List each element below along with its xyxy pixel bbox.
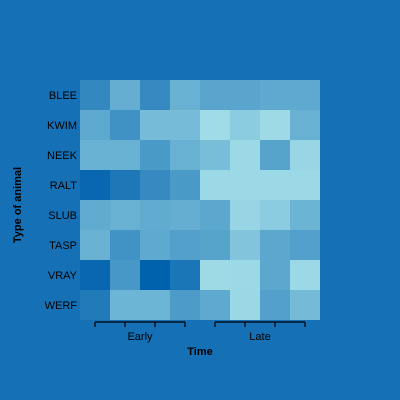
- heatmap-cell-neek-6: [230, 140, 260, 170]
- heatmap-cell-neek-5: [200, 140, 230, 170]
- heatmap-cell-blee-3: [140, 80, 170, 110]
- heatmap-cell-ralt-6: [230, 170, 260, 200]
- heatmap-cell-kwim-5: [200, 110, 230, 140]
- row-label-neek: NEEK: [47, 150, 78, 162]
- heatmap-cell-neek-4: [170, 140, 200, 170]
- heatmap-cell-tasp-2: [110, 230, 140, 260]
- heatmap-cell-blee-6: [230, 80, 260, 110]
- heatmap-cell-blee-7: [260, 80, 290, 110]
- heatmap-cell-vray-3: [140, 260, 170, 290]
- heatmap-cell-ralt-3: [140, 170, 170, 200]
- heatmap-cell-tasp-8: [290, 230, 320, 260]
- heatmap-cells: [80, 80, 320, 320]
- heatmap-cell-werf-1: [80, 290, 110, 320]
- heatmap-cell-tasp-3: [140, 230, 170, 260]
- heatmap-cell-kwim-4: [170, 110, 200, 140]
- heatmap-cell-neek-1: [80, 140, 110, 170]
- heatmap-cell-kwim-8: [290, 110, 320, 140]
- heatmap-cell-ralt-1: [80, 170, 110, 200]
- row-label-tasp: TASP: [49, 240, 77, 252]
- heatmap-cell-ralt-8: [290, 170, 320, 200]
- x-group-bracket-late: [214, 321, 306, 327]
- row-label-vray: VRAY: [48, 270, 78, 282]
- heatmap-cell-kwim-3: [140, 110, 170, 140]
- heatmap-cell-blee-5: [200, 80, 230, 110]
- heatmap-cell-vray-6: [230, 260, 260, 290]
- x-axis-label: Time: [187, 346, 212, 358]
- heatmap-cell-neek-3: [140, 140, 170, 170]
- heatmap-cell-tasp-5: [200, 230, 230, 260]
- heatmap-cell-slub-2: [110, 200, 140, 230]
- x-group-label-late: Late: [249, 331, 270, 343]
- heatmap-cell-slub-1: [80, 200, 110, 230]
- heatmap-cell-slub-7: [260, 200, 290, 230]
- x-group-bracket-early: [94, 321, 186, 327]
- heatmap-cell-tasp-7: [260, 230, 290, 260]
- heatmap-cell-vray-1: [80, 260, 110, 290]
- heatmap-cell-vray-2: [110, 260, 140, 290]
- heatmap-cell-vray-4: [170, 260, 200, 290]
- x-group-label-early: Early: [127, 331, 153, 343]
- heatmap-cell-slub-5: [200, 200, 230, 230]
- heatmap-cell-blee-4: [170, 80, 200, 110]
- heatmap-cell-tasp-4: [170, 230, 200, 260]
- row-label-slub: SLUB: [48, 210, 77, 222]
- heatmap-cell-kwim-1: [80, 110, 110, 140]
- heatmap-cell-slub-3: [140, 200, 170, 230]
- heatmap-cell-werf-2: [110, 290, 140, 320]
- heatmap-cell-neek-2: [110, 140, 140, 170]
- heatmap-cell-kwim-7: [260, 110, 290, 140]
- heatmap-cell-vray-7: [260, 260, 290, 290]
- heatmap-cell-ralt-5: [200, 170, 230, 200]
- row-label-kwim: KWIM: [47, 120, 77, 132]
- heatmap-cell-ralt-4: [170, 170, 200, 200]
- heatmap-cell-kwim-2: [110, 110, 140, 140]
- heatmap-cell-werf-8: [290, 290, 320, 320]
- heatmap-cell-ralt-7: [260, 170, 290, 200]
- heatmap-cell-blee-1: [80, 80, 110, 110]
- x-group-brackets: Early Late: [94, 321, 306, 343]
- heatmap-cell-werf-3: [140, 290, 170, 320]
- heatmap-cell-werf-7: [260, 290, 290, 320]
- heatmap-cell-ralt-2: [110, 170, 140, 200]
- row-label-blee: BLEE: [49, 90, 77, 102]
- heatmap-cell-vray-8: [290, 260, 320, 290]
- heatmap-cell-blee-8: [290, 80, 320, 110]
- heatmap-cell-tasp-6: [230, 230, 260, 260]
- heatmap-cell-slub-8: [290, 200, 320, 230]
- heatmap-cell-slub-6: [230, 200, 260, 230]
- y-axis-label: Type of animal: [12, 167, 24, 243]
- heatmap-cell-kwim-6: [230, 110, 260, 140]
- heatmap-cell-vray-5: [200, 260, 230, 290]
- heatmap-cell-blee-2: [110, 80, 140, 110]
- row-label-werf: WERF: [45, 300, 78, 312]
- heatmap-cell-tasp-1: [80, 230, 110, 260]
- heatmap-cell-werf-6: [230, 290, 260, 320]
- heatmap-cell-werf-4: [170, 290, 200, 320]
- heatmap-cell-werf-5: [200, 290, 230, 320]
- heatmap-cell-slub-4: [170, 200, 200, 230]
- row-label-ralt: RALT: [50, 180, 78, 192]
- heatmap-cell-neek-8: [290, 140, 320, 170]
- heatmap-cell-neek-7: [260, 140, 290, 170]
- row-labels: BLEE KWIM NEEK RALT SLUB TASP VRAY WERF: [45, 90, 78, 312]
